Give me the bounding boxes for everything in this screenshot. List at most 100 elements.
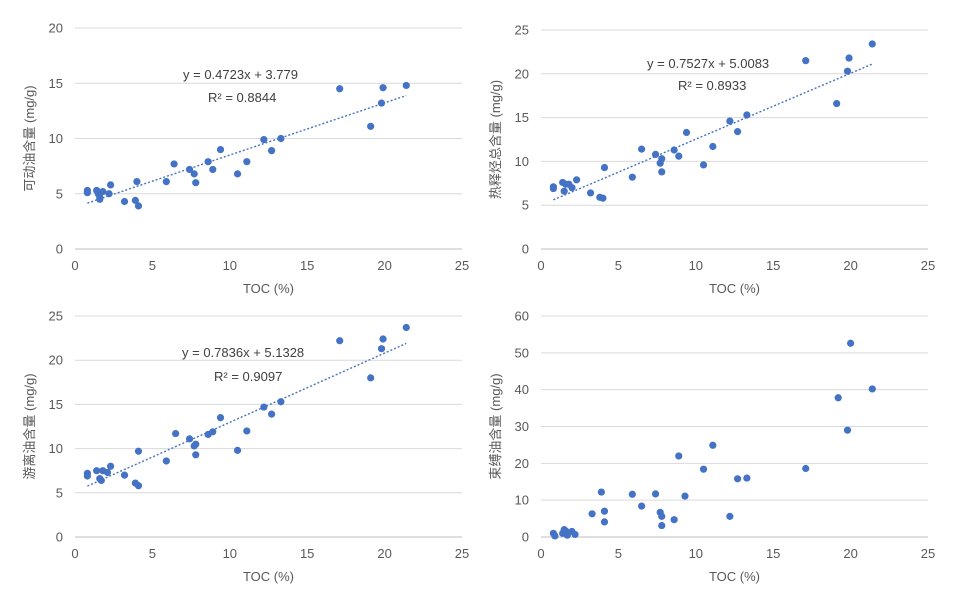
- y-tick-label: 15: [49, 397, 63, 412]
- y-tick-label: 20: [49, 353, 63, 368]
- data-point: [833, 99, 841, 108]
- data-point: [588, 510, 596, 518]
- data-point: [658, 512, 666, 520]
- data-point: [651, 150, 660, 158]
- data-point: [843, 67, 852, 75]
- y-tick-label: 10: [515, 493, 529, 508]
- data-point: [651, 490, 660, 498]
- x-tick-label: 10: [223, 546, 237, 561]
- y-tick-label: 0: [56, 530, 63, 545]
- x-tick-label: 20: [843, 258, 857, 273]
- data-point: [233, 170, 242, 178]
- data-point: [402, 323, 410, 332]
- data-point: [802, 464, 810, 473]
- y-tick-label: 5: [522, 198, 529, 213]
- data-point: [377, 345, 386, 353]
- x-tick-label: 15: [300, 546, 314, 561]
- trendline: [87, 94, 407, 204]
- data-point: [681, 492, 689, 500]
- data-point: [628, 490, 636, 498]
- x-tick-label: 25: [921, 546, 935, 561]
- data-point: [233, 446, 242, 454]
- data-point: [133, 177, 141, 186]
- data-point: [204, 158, 212, 166]
- y-tick-label: 0: [56, 242, 63, 257]
- data-point: [336, 85, 344, 93]
- data-point: [675, 452, 683, 460]
- y-tick-label: 20: [49, 21, 63, 36]
- y-tick-label: 15: [515, 110, 529, 125]
- data-point: [107, 462, 115, 470]
- data-point: [99, 187, 107, 196]
- y-tick-label: 25: [49, 309, 63, 324]
- data-point: [743, 474, 751, 482]
- trendline-equation: y = 0.4723x + 3.779: [183, 67, 298, 82]
- data-point: [743, 111, 751, 119]
- x-tick-label: 0: [537, 258, 544, 273]
- data-point: [802, 57, 810, 65]
- data-point: [134, 482, 143, 490]
- data-point: [267, 410, 276, 418]
- trendline-equation: y = 0.7527x + 5.0083: [647, 56, 769, 71]
- y-tick-label: 5: [56, 485, 63, 500]
- data-point: [638, 145, 646, 153]
- x-tick-label: 15: [766, 258, 780, 273]
- data-point: [670, 516, 678, 524]
- data-point: [573, 176, 581, 184]
- data-point: [120, 471, 129, 479]
- scatter-chart-1: 0 5 10 15 20 0 5 10 15 20 25 TOC (%) 可动油含量 (mg/g) y =…: [22, 21, 469, 297]
- x-tick-label: 25: [455, 546, 469, 561]
- data-point: [103, 468, 112, 477]
- data-point: [243, 427, 251, 435]
- y-tick-label: 25: [515, 23, 529, 38]
- y-tick-label: 10: [49, 441, 63, 456]
- data-point: [568, 184, 576, 192]
- r-squared-label: R² = 0.9097: [214, 369, 282, 384]
- x-tick-label: 25: [921, 258, 935, 273]
- y-tick-label: 40: [515, 382, 529, 397]
- y-tick-label: 5: [56, 186, 63, 201]
- data-point: [560, 187, 568, 195]
- x-tick-label: 15: [300, 258, 314, 273]
- data-point: [549, 184, 557, 193]
- data-point: [185, 165, 194, 174]
- y-tick-label: 30: [515, 419, 529, 434]
- data-point: [586, 189, 595, 197]
- data-point: [670, 146, 678, 154]
- data-point: [260, 403, 268, 411]
- data-point: [597, 488, 605, 496]
- x-tick-label: 10: [689, 258, 703, 273]
- y-tick-label: 20: [515, 456, 529, 471]
- data-point: [638, 502, 646, 510]
- data-point: [847, 339, 855, 347]
- y-axis-title: 可动油含量 (mg/g): [22, 85, 37, 191]
- data-point: [600, 163, 609, 172]
- y-tick-label: 20: [515, 66, 529, 81]
- data-point: [83, 189, 91, 197]
- scatter-chart-2: 0 5 10 15 20 25 0 5 10 15 20 25 TOC (%) 热释烃总含量 (mg/g)…: [488, 23, 935, 297]
- data-point: [709, 142, 717, 151]
- data-point: [97, 476, 105, 485]
- x-tick-label: 5: [149, 258, 156, 273]
- x-tick-label: 25: [455, 258, 469, 273]
- data-point: [726, 512, 734, 520]
- x-tick-label: 5: [615, 258, 622, 273]
- y-axis-title: 束缚油含量 (mg/g): [488, 373, 503, 479]
- data-point: [868, 40, 876, 48]
- data-point: [96, 195, 104, 203]
- trendline: [553, 63, 873, 201]
- data-point: [551, 532, 559, 540]
- data-point: [699, 161, 708, 169]
- y-tick-label: 10: [49, 131, 63, 146]
- data-point: [726, 117, 734, 125]
- data-point: [243, 158, 251, 166]
- y-tick-label: 15: [49, 76, 63, 91]
- y-tick-label: 50: [515, 345, 529, 360]
- data-point: [733, 128, 742, 136]
- data-point: [600, 507, 609, 515]
- data-point: [845, 54, 853, 62]
- data-point: [134, 447, 143, 455]
- y-axis-title: 游离油含量 (mg/g): [22, 373, 37, 479]
- data-point: [571, 530, 579, 539]
